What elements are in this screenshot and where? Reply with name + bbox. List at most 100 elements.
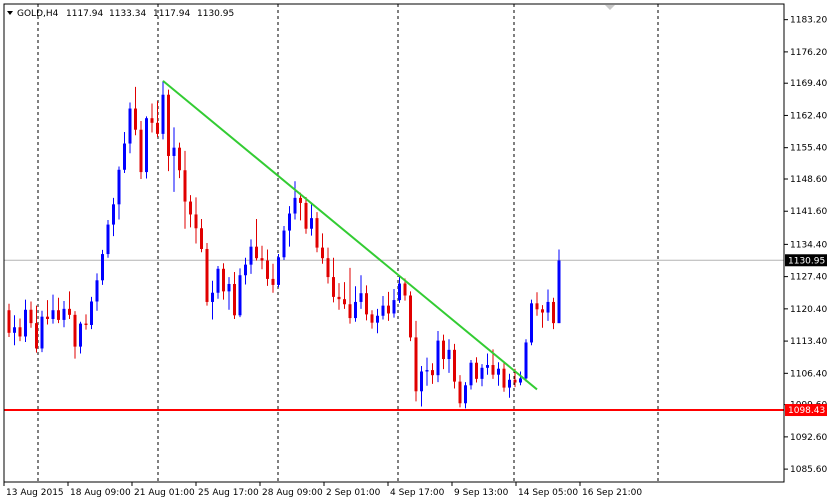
- candle-body: [469, 362, 473, 386]
- x-tick-label: 21 Aug 01:00: [134, 488, 195, 498]
- candle-body: [216, 268, 220, 293]
- candle-body: [167, 94, 170, 156]
- candle-body: [178, 147, 181, 171]
- candle-body: [112, 204, 115, 225]
- candle-body: [161, 94, 165, 134]
- candle-body: [414, 337, 418, 392]
- candle-body: [255, 246, 258, 259]
- y-tick-label: 1176.20: [790, 48, 827, 58]
- candle-body: [57, 310, 60, 320]
- candle-body: [40, 316, 44, 349]
- candle-body: [106, 224, 110, 255]
- candle-body: [420, 371, 423, 392]
- candle-body: [535, 303, 539, 310]
- candle-body: [277, 257, 280, 285]
- trendline[interactable]: [162, 80, 538, 391]
- candle-body: [68, 308, 71, 315]
- close-value: 1130.95: [197, 9, 234, 19]
- candle-body: [46, 316, 49, 319]
- candle-body: [387, 305, 390, 314]
- y-tick-label: 1120.40: [790, 305, 827, 315]
- candle-body: [260, 258, 264, 261]
- candle-body: [376, 315, 379, 323]
- candle-body: [442, 340, 445, 360]
- candle-body: [249, 246, 253, 265]
- shift-marker-icon[interactable]: [605, 5, 615, 10]
- candle-body: [211, 292, 214, 302]
- candle-body: [145, 118, 148, 173]
- caret-down-icon[interactable]: [7, 11, 13, 15]
- x-tick-label: 28 Aug 09:00: [262, 488, 323, 498]
- support-price-box: [785, 404, 827, 417]
- candle-body: [24, 309, 27, 337]
- candle-body: [557, 260, 561, 324]
- current-price-label: 1130.95: [788, 256, 825, 266]
- chart-header: GOLD,H4 1117.94 1133.34 1117.94 1130.95: [7, 9, 234, 19]
- candle-body: [475, 362, 478, 379]
- current-price-box: [785, 254, 827, 267]
- candle-body: [321, 247, 324, 259]
- candle-body: [359, 293, 363, 302]
- candle-body: [458, 381, 462, 404]
- candle-body: [343, 299, 346, 305]
- candle-body: [381, 305, 385, 316]
- candle-body: [183, 170, 187, 202]
- candle-body: [271, 278, 275, 285]
- candle-body: [552, 301, 555, 324]
- price-axis: 1183.20 1176.20 1169.40 1162.40 1155.40 1148.…: [784, 16, 827, 475]
- candle-body: [530, 303, 533, 343]
- candle-body: [508, 379, 511, 388]
- candle-body: [431, 370, 434, 376]
- candle-body: [150, 118, 154, 123]
- candle-body: [95, 280, 99, 302]
- candle-body: [205, 248, 209, 302]
- candle-body: [128, 108, 132, 144]
- symbol-label: GOLD,H4: [17, 9, 59, 19]
- candle-body: [398, 283, 401, 301]
- candles-layer: [7, 80, 561, 409]
- candle-body: [227, 283, 231, 292]
- candle-body: [370, 314, 374, 323]
- candle-body: [233, 283, 236, 316]
- candle-body: [18, 327, 22, 337]
- y-tick-label: 1134.40: [790, 240, 827, 250]
- candle-body: [90, 301, 93, 325]
- candle-body: [62, 308, 66, 320]
- candle-body: [172, 147, 176, 156]
- candle-body: [13, 327, 16, 333]
- plot-border: [3, 3, 785, 483]
- candle-body: [425, 370, 429, 372]
- candle-body: [299, 197, 302, 203]
- y-tick-label: 1169.40: [790, 79, 827, 89]
- candle-body: [194, 214, 198, 229]
- candle-body: [546, 301, 550, 313]
- candle-body: [354, 301, 357, 319]
- candle-body: [35, 323, 38, 349]
- chart-grid: [4, 4, 784, 482]
- y-tick-label: 1085.60: [790, 465, 827, 475]
- candle-body: [403, 283, 407, 296]
- candle-body: [453, 349, 456, 382]
- x-tick-label: 13 Aug 2015: [6, 488, 64, 498]
- y-tick-label: 1127.40: [790, 273, 827, 283]
- y-tick-label: 1141.60: [790, 207, 827, 217]
- candle-body: [51, 310, 55, 319]
- candle-body: [409, 295, 412, 338]
- candle-body: [156, 122, 159, 134]
- candle-body: [480, 367, 484, 379]
- candle-body: [244, 264, 247, 276]
- candle-body: [139, 129, 143, 173]
- candle-body: [123, 143, 126, 170]
- candle-body: [392, 300, 396, 314]
- candle-body: [222, 268, 225, 292]
- candle-body: [315, 218, 319, 248]
- x-tick-label: 14 Sep 05:00: [518, 488, 578, 498]
- candle-body: [293, 197, 297, 214]
- y-tick-label: 1113.40: [790, 337, 827, 347]
- y-tick-label: 1183.20: [790, 16, 827, 26]
- candle-body: [73, 314, 77, 347]
- y-tick-label: 1148.60: [790, 175, 827, 185]
- high-value: 1133.34: [109, 9, 146, 19]
